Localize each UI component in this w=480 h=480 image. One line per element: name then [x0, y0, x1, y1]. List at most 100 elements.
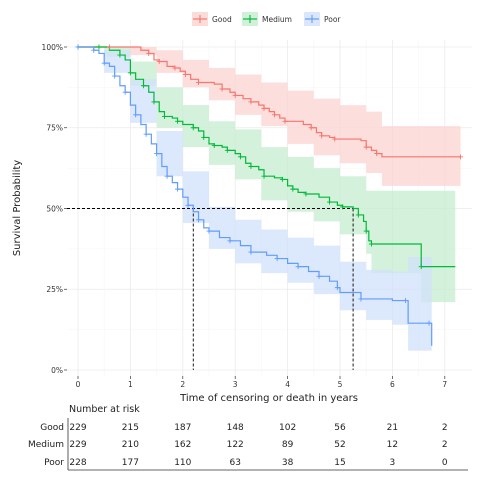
censor-mark-medium — [303, 191, 309, 197]
y-axis-title: Survival Probability — [12, 160, 23, 256]
censor-mark-medium — [290, 186, 296, 192]
risk-count-poor: 38 — [282, 458, 294, 468]
censor-mark-good — [156, 59, 162, 65]
censor-mark-poor — [196, 217, 202, 223]
censor-mark-poor — [175, 186, 181, 192]
risk-row-label-good: Good — [40, 423, 64, 433]
y-tick-label: 25% — [46, 285, 63, 294]
risk-count-poor: 177 — [122, 458, 139, 468]
censor-mark-medium — [248, 164, 254, 170]
risk-count-medium: 210 — [122, 440, 139, 450]
censor-mark-poor — [358, 296, 364, 302]
axes: 0% 25% 50% 75% 100% 0 1 2 3 4 5 6 7 — [42, 43, 448, 389]
x-tick-label: 2 — [180, 380, 185, 389]
risk-count-poor: 3 — [390, 458, 396, 468]
ci-band-good — [78, 47, 461, 186]
censor-mark-good — [261, 105, 267, 111]
risk-count-good: 229 — [69, 423, 86, 433]
censor-mark-medium — [368, 241, 374, 247]
censor-mark-poor — [426, 320, 432, 326]
risk-count-poor: 63 — [229, 458, 240, 468]
risk-count-medium: 162 — [174, 440, 191, 450]
censor-mark-good — [248, 99, 254, 105]
censor-mark-poor — [164, 173, 170, 179]
legend: Good Medium Poor — [192, 12, 341, 26]
censor-mark-medium — [327, 199, 333, 205]
censor-mark-medium — [340, 204, 346, 210]
censor-mark-medium — [237, 154, 243, 160]
y-tick-label: 75% — [46, 124, 63, 133]
risk-count-good: 148 — [227, 423, 244, 433]
censor-mark-poor — [227, 238, 233, 244]
risk-count-good: 56 — [334, 423, 346, 433]
censor-mark-medium — [355, 212, 361, 218]
confidence-bands — [78, 47, 461, 351]
x-axis-title: Time of censoring or death in years — [179, 393, 358, 404]
censor-mark-poor — [122, 89, 128, 95]
censor-mark-medium — [141, 83, 146, 89]
censor-mark-medium — [279, 176, 285, 182]
censor-mark-medium — [201, 134, 207, 140]
censor-mark-medium — [161, 113, 167, 119]
x-tick-label: 4 — [285, 380, 290, 389]
censor-marks — [75, 44, 464, 326]
risk-count-good: 21 — [387, 423, 398, 433]
x-tick-label: 6 — [390, 380, 395, 389]
censor-mark-poor — [274, 256, 280, 262]
y-tick-label: 50% — [46, 204, 63, 213]
censor-mark-medium — [261, 173, 267, 179]
censor-mark-medium — [190, 125, 196, 131]
censor-mark-medium — [211, 143, 217, 149]
censor-mark-medium — [96, 44, 102, 50]
risk-count-medium: 2 — [442, 440, 448, 450]
risk-count-poor: 110 — [174, 458, 191, 468]
censor-mark-good — [146, 50, 152, 56]
x-tick-label: 3 — [233, 380, 238, 389]
risk-count-poor: 0 — [442, 458, 448, 468]
risk-count-medium: 89 — [282, 440, 294, 450]
risk-count-good: 215 — [122, 423, 139, 433]
censor-mark-poor — [316, 273, 322, 279]
censor-mark-poor — [185, 202, 191, 208]
x-tick-label: 7 — [442, 380, 447, 389]
legend-label-good: Good — [212, 15, 232, 24]
censor-mark-good — [374, 151, 380, 157]
x-tick-label: 1 — [128, 380, 133, 389]
censor-mark-good — [272, 112, 277, 118]
risk-count-good: 187 — [174, 423, 191, 433]
risk-count-medium: 229 — [69, 440, 86, 450]
censor-mark-good — [458, 154, 464, 160]
risk-count-poor: 228 — [69, 458, 86, 468]
risk-table-title: Number at risk — [69, 404, 140, 415]
censor-mark-good — [172, 65, 178, 71]
censor-mark-good — [282, 118, 288, 124]
censor-mark-medium — [363, 228, 369, 234]
risk-count-good: 102 — [279, 423, 296, 433]
censor-mark-medium — [151, 99, 157, 105]
risk-count-good: 2 — [442, 423, 448, 433]
risk-count-poor: 15 — [334, 458, 345, 468]
censor-mark-good — [219, 86, 225, 92]
risk-count-medium: 52 — [334, 440, 345, 450]
legend-label-medium: Medium — [262, 15, 292, 24]
censor-mark-good — [363, 144, 369, 150]
censor-mark-good — [319, 133, 325, 139]
censor-mark-medium — [175, 118, 181, 124]
censor-mark-medium — [224, 147, 230, 153]
censor-mark-poor — [206, 228, 212, 234]
censor-mark-medium — [418, 264, 424, 270]
censor-mark-poor — [143, 131, 149, 137]
censor-mark-good — [106, 44, 112, 50]
censor-mark-poor — [295, 264, 301, 270]
censor-mark-poor — [91, 47, 97, 53]
censor-mark-medium — [117, 52, 123, 58]
risk-count-medium: 122 — [227, 440, 244, 450]
censor-mark-good — [308, 125, 314, 131]
risk-row-label-medium: Medium — [28, 440, 64, 450]
censor-mark-good — [332, 136, 338, 142]
censor-mark-medium — [127, 70, 133, 76]
censor-mark-poor — [403, 298, 408, 304]
ci-band-medium — [78, 47, 456, 303]
